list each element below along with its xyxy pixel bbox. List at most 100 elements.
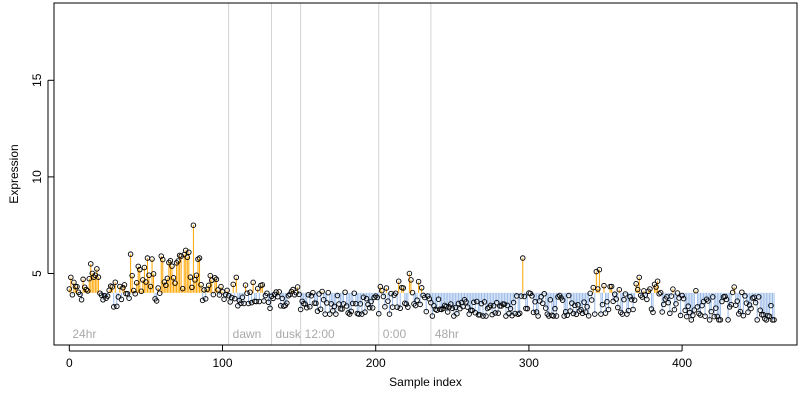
data-point (464, 304, 471, 310)
data-point (376, 310, 382, 317)
data-point (215, 287, 221, 293)
data-point (682, 307, 688, 314)
data-point (394, 304, 400, 310)
x-tick-label: 300 (519, 356, 539, 370)
data-point (518, 293, 524, 299)
data-point (673, 301, 679, 307)
data-point (218, 283, 224, 290)
data-point (276, 289, 282, 295)
data-point (184, 254, 191, 261)
data-point (224, 287, 230, 294)
data-point (768, 302, 774, 309)
data-point (411, 301, 417, 307)
data-point (120, 285, 126, 291)
start-label: 24hr (72, 327, 96, 341)
data-point (86, 275, 92, 282)
data-point (149, 256, 155, 262)
data-point (77, 291, 83, 298)
data-point (403, 301, 410, 307)
data-point (628, 296, 635, 303)
data-point (550, 313, 557, 319)
data-point (431, 303, 437, 309)
data-point (731, 284, 737, 290)
data-point (245, 300, 252, 307)
data-point (366, 304, 373, 311)
data-point (529, 293, 535, 299)
data-point (585, 313, 592, 319)
data-point (754, 317, 760, 323)
data-point (601, 282, 607, 289)
data-point (717, 317, 724, 323)
data-point (130, 287, 137, 294)
divider-label: 48hr (435, 327, 459, 341)
data-point (264, 290, 270, 296)
data-point (613, 296, 619, 302)
data-point (247, 289, 253, 296)
data-point (737, 308, 744, 315)
data-point (179, 285, 186, 292)
data-point (490, 303, 497, 309)
data-point (449, 305, 456, 312)
data-point (216, 292, 223, 298)
data-point (752, 299, 759, 306)
data-point (463, 299, 469, 305)
data-point (541, 291, 547, 297)
data-point (138, 288, 145, 295)
data-point (748, 305, 754, 312)
data-point (766, 313, 773, 319)
data-point (729, 289, 736, 296)
x-tick-label: 400 (672, 356, 692, 370)
data-point (547, 297, 554, 303)
data-point (78, 297, 85, 303)
data-point (493, 299, 500, 306)
data-point (365, 301, 371, 308)
data-point (636, 274, 642, 281)
data-point (492, 310, 498, 316)
data-point (339, 306, 345, 312)
data-point (363, 295, 370, 302)
data-point (69, 292, 76, 298)
data-point (668, 293, 675, 299)
data-point (742, 293, 748, 299)
data-point (441, 302, 448, 309)
data-point (510, 299, 517, 306)
data-point (221, 296, 227, 302)
data-point (552, 305, 558, 312)
data-point (714, 313, 721, 320)
data-point (379, 287, 385, 294)
data-point (757, 307, 763, 313)
data-point (631, 297, 638, 303)
data-point (374, 294, 380, 301)
data-point (595, 286, 601, 292)
y-axis-label: Expression (7, 144, 21, 203)
data-point (117, 283, 123, 290)
data-point (740, 312, 747, 319)
data-point (331, 303, 338, 310)
data-point (596, 266, 603, 273)
data-point (255, 285, 261, 292)
y-tick-label: 15 (30, 73, 44, 87)
data-point (293, 289, 299, 296)
data-point (582, 309, 589, 315)
data-point (409, 289, 416, 296)
divider-label: dawn (233, 327, 262, 341)
data-point (319, 288, 325, 295)
data-point (624, 311, 630, 317)
data-point (95, 274, 102, 280)
data-point (705, 298, 711, 304)
data-point (349, 300, 356, 307)
data-point (397, 305, 403, 312)
data-point (178, 253, 184, 259)
data-point (305, 292, 312, 298)
data-point (592, 311, 598, 317)
data-point (147, 283, 154, 290)
points-layer (66, 222, 777, 323)
data-point (657, 289, 664, 296)
data-point (250, 279, 256, 286)
data-point (734, 298, 741, 304)
data-point (313, 300, 319, 307)
data-point (406, 270, 413, 277)
data-point (444, 309, 451, 315)
data-point (653, 284, 659, 290)
data-point (380, 293, 387, 300)
